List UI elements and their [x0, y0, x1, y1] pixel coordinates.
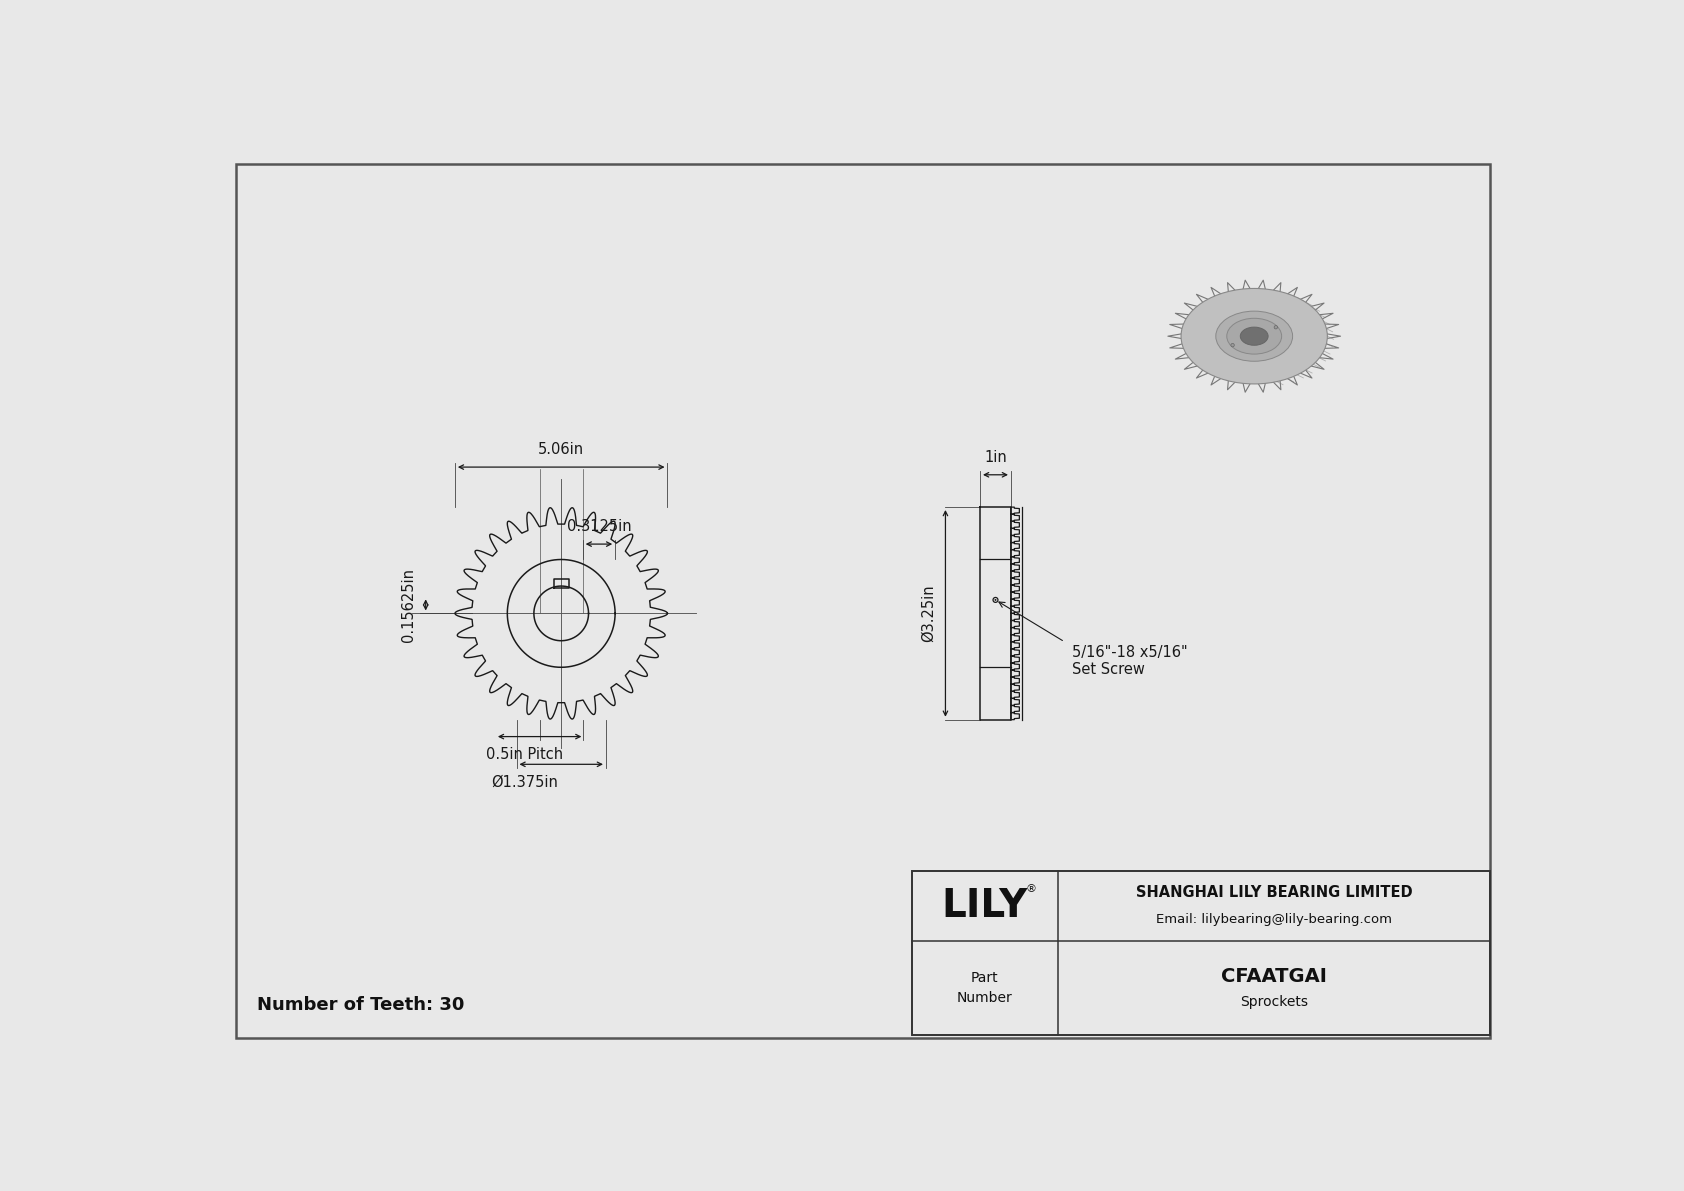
Ellipse shape: [1180, 288, 1327, 384]
Text: Part
Number: Part Number: [957, 971, 1012, 1005]
Text: 0.15625in: 0.15625in: [401, 568, 416, 642]
Ellipse shape: [1226, 318, 1282, 354]
Bar: [911, 872, 1490, 1035]
Text: Ø1.375in: Ø1.375in: [490, 774, 557, 790]
Ellipse shape: [1216, 311, 1293, 361]
Text: 5/16"-18 x5/16"
Set Screw: 5/16"-18 x5/16" Set Screw: [1073, 646, 1189, 678]
Text: SHANGHAI LILY BEARING LIMITED: SHANGHAI LILY BEARING LIMITED: [1135, 885, 1413, 899]
Text: LILY: LILY: [941, 887, 1027, 925]
Circle shape: [1275, 325, 1278, 329]
Text: 5.06in: 5.06in: [539, 442, 584, 457]
Text: Sprockets: Sprockets: [1239, 994, 1308, 1009]
Text: Ø3.25in: Ø3.25in: [921, 585, 935, 642]
Text: 0.5in Pitch: 0.5in Pitch: [485, 747, 562, 761]
Ellipse shape: [1241, 328, 1268, 345]
Text: CFAATGAI: CFAATGAI: [1221, 967, 1327, 986]
Text: Email: lilybearing@lily-bearing.com: Email: lilybearing@lily-bearing.com: [1155, 913, 1393, 927]
Text: 0.3125in: 0.3125in: [566, 519, 632, 534]
Circle shape: [1231, 343, 1234, 347]
Text: 1in: 1in: [983, 450, 1007, 464]
Text: Number of Teeth: 30: Number of Teeth: 30: [258, 996, 465, 1014]
Text: ®: ®: [1026, 884, 1037, 894]
